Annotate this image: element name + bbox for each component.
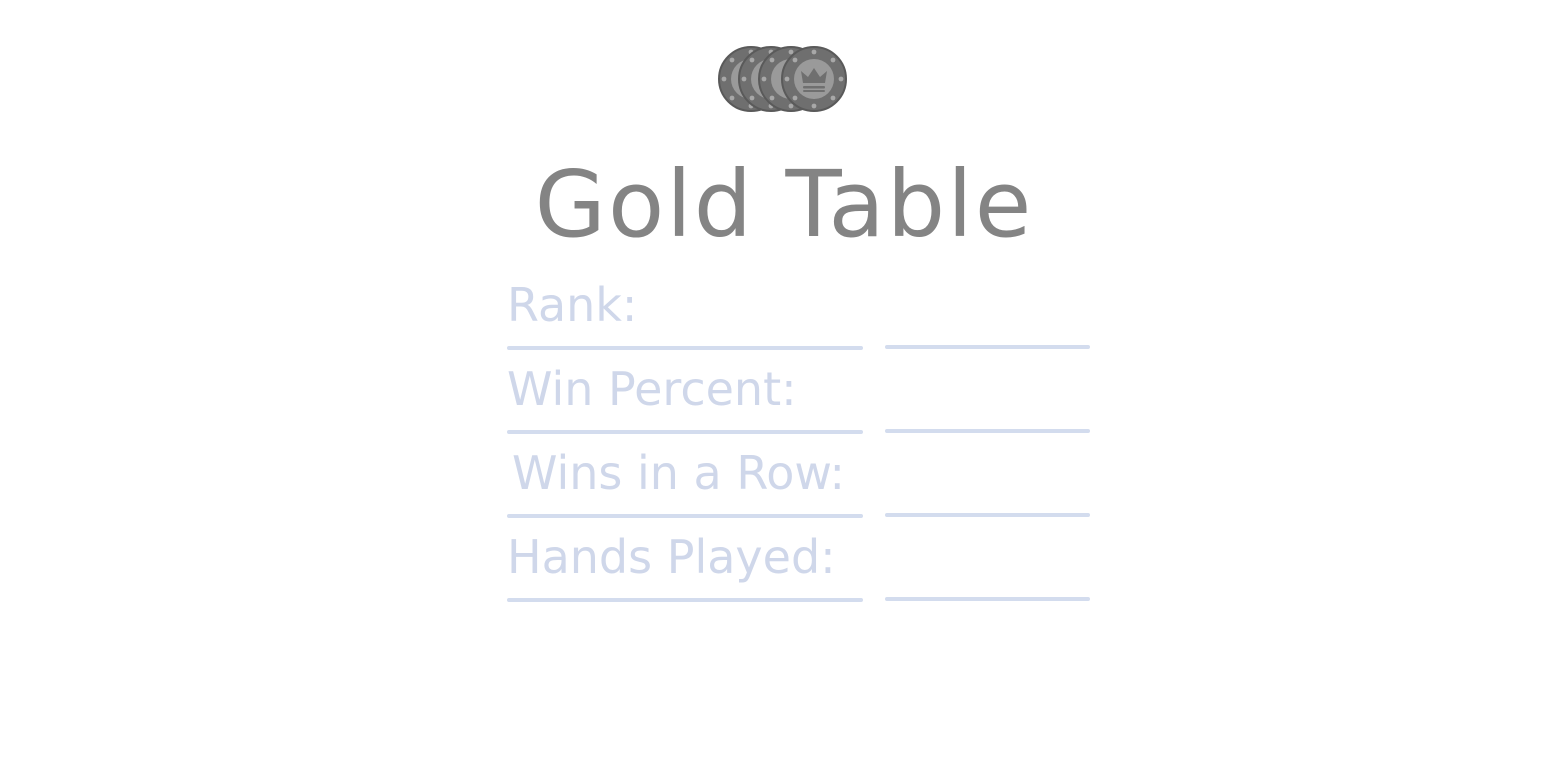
poker-chip-stack-icon [718, 46, 847, 112]
label-underline [507, 514, 863, 518]
stat-row-rank: Rank: [507, 272, 1091, 356]
page-title: Gold Table [534, 151, 1034, 258]
stat-label: Hands Played: [507, 530, 836, 584]
label-underline [507, 346, 863, 350]
stat-label: Rank: [507, 278, 638, 332]
stat-row-win-percent: Win Percent: [507, 356, 1091, 440]
stat-row-wins-in-a-row: Wins in a Row: [507, 440, 1091, 524]
stat-label: Win Percent: [507, 362, 797, 416]
value-underline [885, 429, 1090, 433]
value-underline [885, 513, 1090, 517]
value-underline [885, 597, 1090, 601]
stat-label: Wins in a Row: [512, 446, 846, 500]
stat-row-hands-played: Hands Played: [507, 524, 1091, 608]
value-underline [885, 345, 1090, 349]
label-underline [507, 598, 863, 602]
label-underline [507, 430, 863, 434]
stats-list: Rank: Win Percent: Wins in a Row: Hands … [507, 272, 1091, 608]
crown-icon [801, 68, 827, 92]
